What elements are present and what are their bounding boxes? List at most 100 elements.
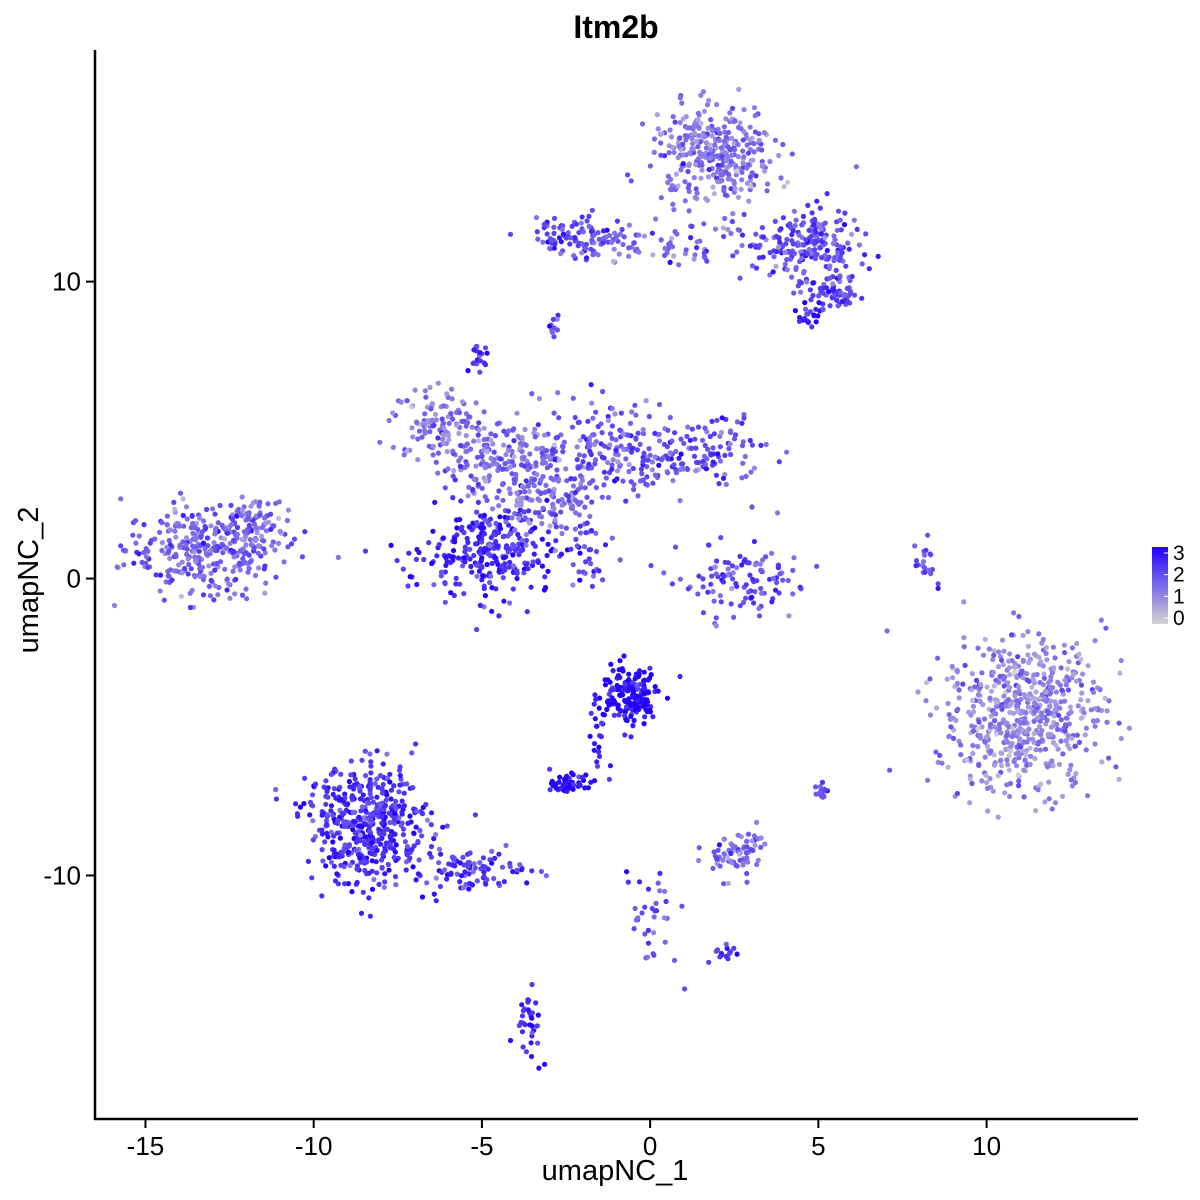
cell-point <box>831 258 837 264</box>
cell-point <box>167 555 173 562</box>
cell-point <box>623 456 629 462</box>
cell-point <box>507 231 514 237</box>
cell-point <box>672 430 678 436</box>
cell-point <box>487 516 494 522</box>
cell-point <box>920 559 927 565</box>
cell-point <box>1015 708 1021 715</box>
cell-point <box>319 847 325 853</box>
cell-point <box>678 451 684 457</box>
cell-point <box>416 857 422 863</box>
cell-point <box>224 587 230 593</box>
cell-point <box>492 855 498 862</box>
cell-point <box>385 861 391 868</box>
cell-point <box>523 542 529 548</box>
cell-point <box>1052 800 1058 806</box>
cell-point <box>824 247 830 254</box>
cell-point <box>589 583 596 590</box>
cell-point <box>487 579 493 586</box>
cell-point <box>474 454 481 460</box>
cell-point <box>602 682 609 688</box>
cell-point <box>362 834 368 840</box>
cell-point <box>328 808 334 814</box>
cell-point <box>827 263 833 269</box>
cell-point <box>775 244 782 250</box>
cell-point <box>991 683 997 689</box>
cell-point <box>696 133 702 139</box>
cell-point <box>687 125 693 131</box>
cell-point <box>730 576 736 582</box>
cell-point <box>1052 655 1058 661</box>
cell-point <box>866 266 872 272</box>
cell-point <box>804 279 810 285</box>
cell-point <box>677 120 683 126</box>
cell-point <box>488 573 494 579</box>
cell-point <box>651 914 657 920</box>
cell-point <box>1063 682 1069 688</box>
cell-point <box>483 881 489 887</box>
cell-point <box>780 141 786 148</box>
cell-point <box>423 394 429 400</box>
cell-point <box>212 567 218 573</box>
cell-point <box>726 446 732 452</box>
cell-point <box>487 543 493 549</box>
cell-point <box>602 542 609 548</box>
cell-point <box>368 795 374 801</box>
cell-point <box>985 785 991 791</box>
cell-point <box>725 880 731 887</box>
cell-point <box>628 685 634 691</box>
cell-point <box>438 851 444 857</box>
cell-point <box>729 218 736 225</box>
cell-point <box>623 498 629 504</box>
cell-point <box>1043 689 1049 695</box>
cell-point <box>763 441 769 448</box>
cell-point <box>770 575 777 582</box>
cell-point <box>1031 739 1037 745</box>
cell-point <box>445 432 452 438</box>
cell-point <box>335 554 341 561</box>
cell-point <box>717 458 724 464</box>
cell-point <box>1008 743 1014 749</box>
cell-point <box>1060 691 1066 697</box>
cell-point <box>431 422 437 428</box>
cell-point <box>374 847 380 854</box>
cell-point <box>812 216 818 222</box>
cell-point <box>817 285 823 291</box>
cell-point <box>574 499 580 505</box>
cell-point <box>415 457 421 463</box>
cell-point <box>691 453 698 459</box>
cell-point <box>667 259 673 265</box>
cell-point <box>458 455 464 461</box>
cell-point <box>754 861 760 868</box>
cell-point <box>813 784 819 790</box>
cell-point <box>603 475 609 481</box>
cell-point <box>670 114 676 120</box>
cell-point <box>1003 699 1009 705</box>
cell-point <box>652 684 658 690</box>
cell-point <box>759 147 765 153</box>
cell-point <box>1091 718 1097 724</box>
cell-point <box>749 504 755 510</box>
cell-point <box>207 548 214 554</box>
cell-point <box>224 530 230 536</box>
cell-point <box>547 787 553 793</box>
cell-point <box>323 778 329 784</box>
cell-point <box>440 432 446 438</box>
cell-point <box>632 905 638 912</box>
cell-point <box>816 293 822 299</box>
cell-point <box>222 566 228 572</box>
cell-point <box>556 415 562 421</box>
cell-point <box>570 582 576 588</box>
cell-point <box>246 552 252 558</box>
cell-point <box>497 456 503 462</box>
cell-point <box>1039 692 1045 698</box>
cell-point <box>1092 638 1098 644</box>
cell-point <box>1085 663 1091 669</box>
cell-point <box>704 456 710 462</box>
cell-point <box>393 842 399 848</box>
cell-point <box>1007 709 1013 716</box>
cell-point <box>693 445 699 451</box>
cell-point <box>1012 668 1018 675</box>
cell-point <box>969 671 975 677</box>
cell-point <box>510 586 516 592</box>
cell-point <box>289 541 295 547</box>
